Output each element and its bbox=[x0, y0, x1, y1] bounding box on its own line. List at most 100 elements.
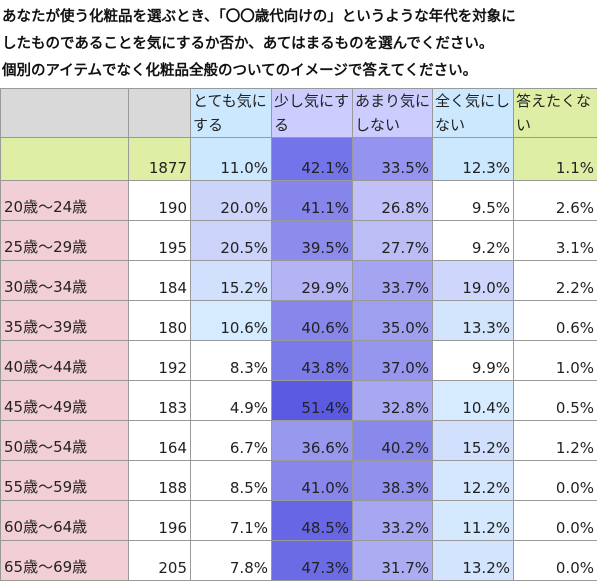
age-label: 55歳～59歳 bbox=[1, 461, 129, 501]
data-cell: 26.8% bbox=[353, 181, 433, 221]
data-cell: 1.2% bbox=[514, 421, 597, 461]
title-line: あなたが使う化粧品を選ぶとき、「〇〇歳代向けの」というような年代を対象に bbox=[2, 4, 597, 31]
data-cell: 180 bbox=[129, 301, 191, 341]
data-cell: 164 bbox=[129, 421, 191, 461]
column-header: とても気にする bbox=[191, 89, 272, 138]
data-cell: 0.0% bbox=[514, 541, 597, 581]
column-header: 答えたくない bbox=[514, 89, 597, 138]
data-cell: 2.2% bbox=[514, 261, 597, 301]
column-header: あまり気にしない bbox=[353, 89, 433, 138]
data-cell: 40.2% bbox=[353, 421, 433, 461]
data-cell: 205 bbox=[129, 541, 191, 581]
age-label: 20歳～24歳 bbox=[1, 181, 129, 221]
total-cell: 33.5% bbox=[353, 138, 433, 181]
data-cell: 196 bbox=[129, 501, 191, 541]
data-cell: 3.1% bbox=[514, 221, 597, 261]
data-cell: 32.8% bbox=[353, 381, 433, 421]
data-cell: 0.6% bbox=[514, 301, 597, 341]
data-cell: 19.0% bbox=[433, 261, 514, 301]
total-cell: 1.1% bbox=[514, 138, 597, 181]
data-cell: 8.3% bbox=[191, 341, 272, 381]
age-label: 35歳～39歳 bbox=[1, 301, 129, 341]
data-cell: 0.0% bbox=[514, 461, 597, 501]
data-cell: 1.0% bbox=[514, 341, 597, 381]
age-label: 50歳～54歳 bbox=[1, 421, 129, 461]
data-cell: 20.0% bbox=[191, 181, 272, 221]
data-cell: 41.1% bbox=[272, 181, 353, 221]
data-cell: 2.6% bbox=[514, 181, 597, 221]
age-label: 40歳～44歳 bbox=[1, 341, 129, 381]
age-label: 25歳～29歳 bbox=[1, 221, 129, 261]
data-cell: 11.2% bbox=[433, 501, 514, 541]
data-cell: 9.2% bbox=[433, 221, 514, 261]
data-cell: 48.5% bbox=[272, 501, 353, 541]
data-cell: 43.8% bbox=[272, 341, 353, 381]
age-label: 45歳～49歳 bbox=[1, 381, 129, 421]
total-cell bbox=[1, 138, 129, 181]
total-cell: 42.1% bbox=[272, 138, 353, 181]
data-cell: 190 bbox=[129, 181, 191, 221]
data-cell: 38.3% bbox=[353, 461, 433, 501]
data-cell: 15.2% bbox=[191, 261, 272, 301]
data-cell: 13.2% bbox=[433, 541, 514, 581]
data-cell: 31.7% bbox=[353, 541, 433, 581]
data-cell: 10.4% bbox=[433, 381, 514, 421]
data-cell: 40.6% bbox=[272, 301, 353, 341]
data-cell: 7.1% bbox=[191, 501, 272, 541]
data-cell: 15.2% bbox=[433, 421, 514, 461]
data-cell: 33.2% bbox=[353, 501, 433, 541]
data-cell: 20.5% bbox=[191, 221, 272, 261]
data-cell: 47.3% bbox=[272, 541, 353, 581]
data-cell: 7.8% bbox=[191, 541, 272, 581]
data-cell: 12.2% bbox=[433, 461, 514, 501]
data-cell: 33.7% bbox=[353, 261, 433, 301]
data-cell: 39.5% bbox=[272, 221, 353, 261]
column-header: 少し気にする bbox=[272, 89, 353, 138]
title: あなたが使う化粧品を選ぶとき、「〇〇歳代向けの」というような年代を対象にしたもの… bbox=[0, 0, 597, 88]
data-cell: 8.5% bbox=[191, 461, 272, 501]
title-line: したものであることを気にするか否か、あてはまるものを選んでください。 bbox=[2, 31, 597, 58]
data-cell: 9.5% bbox=[433, 181, 514, 221]
data-cell: 37.0% bbox=[353, 341, 433, 381]
data-cell: 0.0% bbox=[514, 501, 597, 541]
data-cell: 9.9% bbox=[433, 341, 514, 381]
data-cell: 13.3% bbox=[433, 301, 514, 341]
data-cell: 183 bbox=[129, 381, 191, 421]
title-line: 個別のアイテムでなく化粧品全般のついてのイメージで答えてください。 bbox=[2, 58, 597, 85]
data-cell: 6.7% bbox=[191, 421, 272, 461]
data-cell: 35.0% bbox=[353, 301, 433, 341]
data-cell: 188 bbox=[129, 461, 191, 501]
head-row: とても気にする少し気にするあまり気にしない全く気にしない答えたくない bbox=[1, 89, 597, 138]
data-cell: 27.7% bbox=[353, 221, 433, 261]
data-cell: 4.9% bbox=[191, 381, 272, 421]
data-cell: 0.5% bbox=[514, 381, 597, 421]
column-header bbox=[129, 89, 191, 138]
data-cell: 195 bbox=[129, 221, 191, 261]
total-cell: 11.0% bbox=[191, 138, 272, 181]
age-label: 30歳～34歳 bbox=[1, 261, 129, 301]
column-header bbox=[1, 89, 129, 138]
data-cell: 10.6% bbox=[191, 301, 272, 341]
data-cell: 184 bbox=[129, 261, 191, 301]
column-header: 全く気にしない bbox=[433, 89, 514, 138]
data-cell: 41.0% bbox=[272, 461, 353, 501]
data-cell: 192 bbox=[129, 341, 191, 381]
data-cell: 29.9% bbox=[272, 261, 353, 301]
age-label: 65歳～69歳 bbox=[1, 541, 129, 581]
data-cell: 36.6% bbox=[272, 421, 353, 461]
age-label: 60歳～64歳 bbox=[1, 501, 129, 541]
total-cell: 1877 bbox=[129, 138, 191, 181]
